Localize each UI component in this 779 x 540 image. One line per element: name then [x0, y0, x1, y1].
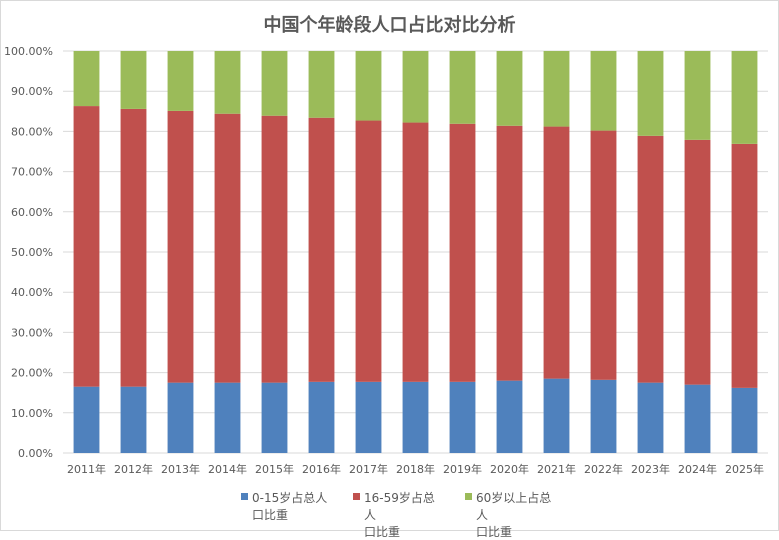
bar-segment-3	[73, 51, 100, 107]
bar-segment-1	[120, 386, 147, 453]
y-tick-label: 30.00%	[11, 326, 53, 339]
legend-label-line: 16-59岁占总人	[364, 491, 435, 522]
bar-segment-2	[637, 135, 664, 383]
bar-segment-1	[308, 381, 335, 453]
y-tick-label: 0.00%	[18, 447, 53, 460]
x-tick-label: 2019年	[443, 462, 482, 476]
bar-segment-1	[590, 379, 617, 453]
bar-segment-2	[449, 123, 476, 382]
bar-segment-3	[449, 51, 476, 124]
bar-segment-2	[308, 117, 335, 382]
bar-segment-1	[731, 387, 758, 453]
y-tick-label: 20.00%	[11, 367, 53, 380]
legend-label-line: 60岁以上占总人	[476, 491, 552, 522]
bar-segment-1	[261, 382, 288, 453]
x-tick-label: 2014年	[208, 462, 247, 476]
bar-segment-2	[590, 130, 617, 380]
legend-label-line: 口比重	[364, 525, 401, 539]
x-tick-label: 2012年	[114, 462, 153, 476]
y-tick-label: 10.00%	[11, 407, 53, 420]
bar-segment-3	[355, 51, 382, 121]
y-tick-label: 40.00%	[11, 286, 53, 299]
x-tick-label: 2024年	[678, 462, 717, 476]
plot-area: 0.00% 10.00% 20.00% 30.00% 40.00% 50.00% 60.00…	[4, 45, 768, 476]
legend-swatch	[353, 493, 360, 500]
x-tick-label: 2023年	[631, 462, 670, 476]
legend-swatch	[241, 493, 248, 500]
bar-segment-1	[637, 382, 664, 453]
y-tick-label: 90.00%	[11, 85, 53, 98]
legend-label: 16-59岁占总人口比重	[364, 489, 443, 540]
bar-segment-1	[496, 380, 523, 453]
x-tick-label: 2015年	[255, 462, 294, 476]
legend-item: 60岁以上占总人口比重	[465, 489, 555, 540]
x-tick-label: 2017年	[349, 462, 388, 476]
x-tick-label: 2011年	[67, 462, 106, 476]
x-tick-label: 2021年	[537, 462, 576, 476]
bar-segment-1	[73, 386, 100, 453]
bar-segment-2	[355, 120, 382, 382]
bar-segment-3	[167, 51, 194, 111]
x-tick-label: 2016年	[302, 462, 341, 476]
bar-segment-2	[167, 110, 194, 383]
x-tick-label: 2020年	[490, 462, 529, 476]
bar-segment-3	[684, 51, 711, 140]
bar-segment-2	[120, 108, 147, 387]
bar-segment-2	[496, 125, 523, 381]
bar-segment-3	[261, 51, 288, 116]
legend-label: 0-15岁占总人 口比重	[252, 489, 327, 523]
bar-segment-3	[214, 51, 241, 114]
bar-segment-1	[543, 378, 570, 453]
bar-segment-3	[590, 51, 617, 131]
bar-segment-2	[402, 122, 429, 382]
chart-title: 中国个年龄段人口占比对比分析	[263, 15, 516, 36]
legend-item: 16-59岁占总人口比重	[353, 489, 443, 540]
y-tick-label: 80.00%	[11, 125, 53, 138]
bar-segment-1	[684, 384, 711, 453]
y-tick-label: 50.00%	[11, 246, 53, 259]
legend-label: 60岁以上占总人口比重	[476, 489, 555, 540]
bar-segment-3	[731, 51, 758, 144]
bar-segment-3	[308, 51, 335, 118]
bar-segment-1	[402, 381, 429, 453]
bar-segment-3	[120, 51, 147, 109]
bar-segment-1	[167, 382, 194, 453]
bar-segment-3	[496, 51, 523, 126]
legend-item: 0-15岁占总人 口比重	[241, 489, 331, 540]
x-tick-label: 2018年	[396, 462, 435, 476]
bar-segment-2	[543, 126, 570, 379]
legend-swatch	[465, 493, 472, 500]
bar-segment-2	[731, 143, 758, 388]
bar-segment-1	[449, 381, 476, 453]
y-tick-label: 100.00%	[4, 45, 53, 58]
legend-label-line: 口比重	[476, 525, 513, 539]
legend: 0-15岁占总人 口比重 16-59岁占总人 口比重 60岁以上占总人 口比重	[241, 489, 555, 540]
bar-segment-2	[214, 113, 241, 383]
x-tick-label: 2025年	[725, 462, 764, 476]
legend-label-line: 口比重	[252, 508, 289, 522]
bar-segment-2	[73, 106, 100, 387]
bar-segment-3	[402, 51, 429, 123]
x-tick-label: 2022年	[584, 462, 623, 476]
y-tick-label: 70.00%	[11, 166, 53, 179]
bar-segment-2	[261, 115, 288, 383]
legend-label-line: 0-15岁占总人	[252, 491, 328, 505]
x-tick-label: 2013年	[161, 462, 200, 476]
bar-segment-2	[684, 139, 711, 385]
bar-segment-1	[214, 382, 241, 453]
y-tick-label: 60.00%	[11, 206, 53, 219]
bar-segment-1	[355, 381, 382, 453]
bar-segment-3	[637, 51, 664, 136]
bar-segment-3	[543, 51, 570, 127]
